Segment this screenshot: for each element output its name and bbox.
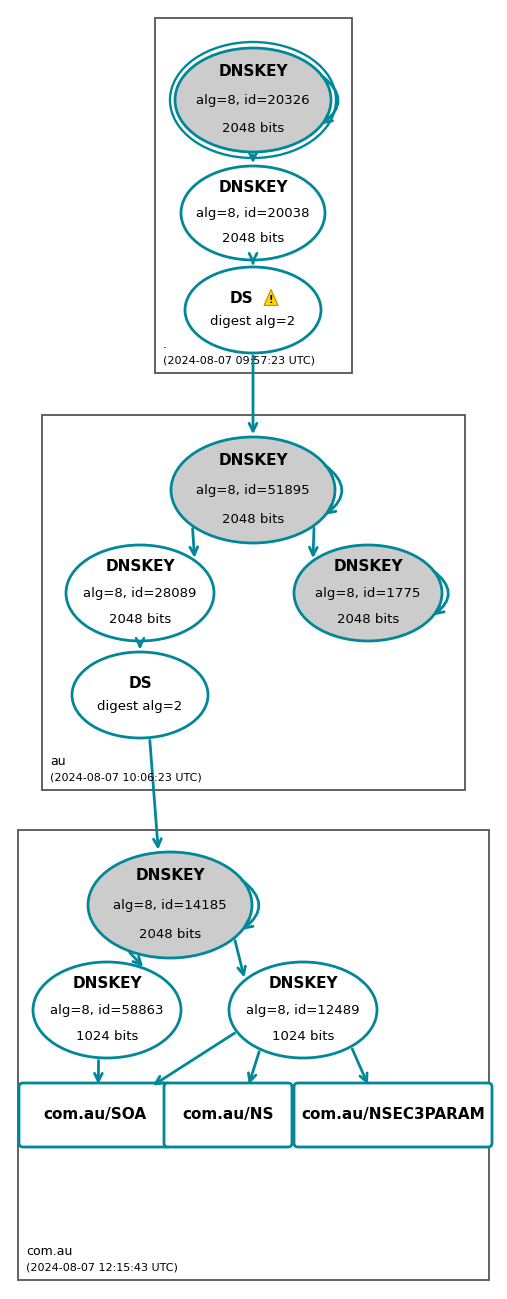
Text: 2048 bits: 2048 bits [222,233,284,246]
Bar [42,414,465,790]
Text: 2048 bits: 2048 bits [139,927,201,940]
Text: digest alg=2: digest alg=2 [210,316,296,329]
Text: com.au: com.au [26,1244,73,1257]
Ellipse shape [185,268,321,353]
Text: alg=8, id=12489: alg=8, id=12489 [246,1004,360,1017]
Ellipse shape [88,852,252,957]
Polygon shape [264,290,278,305]
Text: DS: DS [128,675,152,691]
Ellipse shape [171,436,335,543]
Text: DNSKEY: DNSKEY [218,453,288,469]
Text: DNSKEY: DNSKEY [268,976,338,991]
Text: com.au/SOA: com.au/SOA [44,1108,147,1122]
Text: DNSKEY: DNSKEY [218,64,288,79]
Text: (2024-08-07 12:15:43 UTC): (2024-08-07 12:15:43 UTC) [26,1263,178,1272]
Text: alg=8, id=28089: alg=8, id=28089 [83,587,197,600]
Ellipse shape [33,963,181,1057]
Text: alg=8, id=14185: alg=8, id=14185 [113,899,227,912]
Text: DS: DS [229,291,253,305]
Text: digest alg=2: digest alg=2 [97,700,183,713]
Text: alg=8, id=20038: alg=8, id=20038 [196,207,310,220]
Ellipse shape [66,546,214,640]
Text: DNSKEY: DNSKEY [105,559,175,574]
Text: 1024 bits: 1024 bits [76,1030,138,1043]
Ellipse shape [229,963,377,1057]
Text: 2048 bits: 2048 bits [222,122,284,135]
Text: com.au/NS: com.au/NS [182,1108,274,1122]
FancyBboxPatch shape [19,1083,171,1147]
Text: alg=8, id=1775: alg=8, id=1775 [315,587,421,600]
Text: 2048 bits: 2048 bits [222,513,284,526]
Text: (2024-08-07 09:57:23 UTC): (2024-08-07 09:57:23 UTC) [163,355,315,365]
Text: DNSKEY: DNSKEY [218,179,288,195]
Bar [18,830,489,1280]
Text: 2048 bits: 2048 bits [109,613,171,626]
Text: DNSKEY: DNSKEY [135,868,205,883]
Ellipse shape [175,48,331,152]
Text: DNSKEY: DNSKEY [333,559,403,574]
Text: alg=8, id=20326: alg=8, id=20326 [196,94,310,107]
Bar [155,18,352,373]
Text: alg=8, id=58863: alg=8, id=58863 [50,1004,164,1017]
FancyBboxPatch shape [164,1083,292,1147]
Text: .: . [163,338,167,351]
Text: DNSKEY: DNSKEY [72,976,142,991]
Text: com.au/NSEC3PARAM: com.au/NSEC3PARAM [301,1108,485,1122]
Text: !: ! [269,295,273,305]
Text: alg=8, id=51895: alg=8, id=51895 [196,483,310,496]
Text: au: au [50,755,65,768]
FancyBboxPatch shape [294,1083,492,1147]
Ellipse shape [72,652,208,738]
Text: 2048 bits: 2048 bits [337,613,399,626]
Text: (2024-08-07 10:06:23 UTC): (2024-08-07 10:06:23 UTC) [50,772,202,782]
Ellipse shape [294,546,442,640]
Text: 1024 bits: 1024 bits [272,1030,334,1043]
Ellipse shape [181,166,325,260]
